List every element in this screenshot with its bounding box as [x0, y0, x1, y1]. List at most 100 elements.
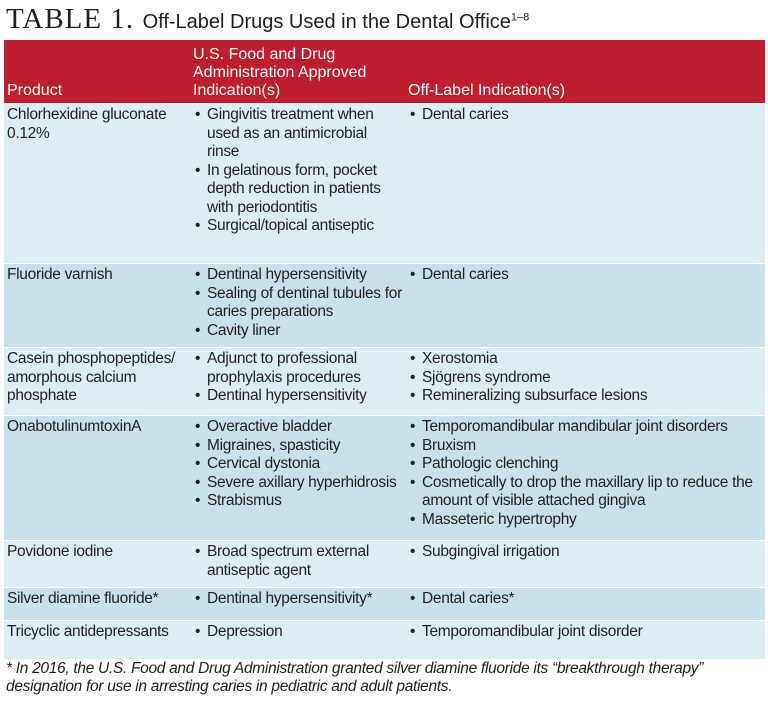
- item-text: Temporomandibular joint disorder: [422, 623, 643, 640]
- list-item: • Overactive bladder: [193, 418, 402, 437]
- product-cell: Chlorhexidine gluconate 0.12%: [4, 103, 190, 264]
- list-item: • Dentinal hypersensitivity: [193, 266, 402, 285]
- list-item: • Dental caries: [408, 106, 762, 125]
- list-item: • Gingivitis treatment when used as an an…: [193, 106, 402, 162]
- bullet-icon: •: [195, 266, 201, 283]
- bullet-icon: •: [410, 106, 416, 123]
- bullet-icon: •: [195, 473, 201, 491]
- item-text: Remineralizing subsurface lesions: [422, 387, 648, 404]
- bullet-icon: •: [195, 492, 201, 509]
- table-title: TABLE 1. Off-Label Drugs Used in the Den…: [6, 3, 529, 36]
- list-item: • Surgical/topical antiseptic: [193, 217, 402, 236]
- product-cell: Tricyclic antidepressants: [4, 620, 190, 659]
- list-item: • In gelatinous form, pocket depth reduct…: [193, 162, 402, 218]
- item-text: Temporomandibular mandibular joint disor…: [422, 418, 728, 435]
- bullet-icon: •: [195, 106, 201, 123]
- offlabel-cell: • Dental caries: [405, 103, 765, 264]
- item-text: Surgical/topical antiseptic: [207, 217, 374, 234]
- bullet-icon: •: [410, 455, 416, 472]
- bullet-icon: •: [410, 418, 416, 435]
- offlabel-cell: • Dental caries: [405, 263, 765, 348]
- item-text: Gingivitis treatment when used as an ant…: [207, 106, 374, 160]
- table-row: Casein phosphopeptides/ amorphous calciu…: [4, 347, 765, 416]
- caption-text: Off-Label Drugs Used in the Dental Offic…: [142, 11, 511, 33]
- item-text: Dental caries: [422, 106, 509, 123]
- item-text: Pathologic clenching: [422, 455, 559, 472]
- item-text: Dental caries*: [422, 590, 515, 607]
- approved-cell: • Dentinal hypersensitivity*: [190, 587, 405, 621]
- bullet-icon: •: [410, 473, 416, 491]
- product-cell: Fluoride varnish: [4, 263, 190, 348]
- item-text: Strabismus: [207, 492, 282, 509]
- list-item: • Sjögrens syndrome: [408, 369, 762, 388]
- list-item: • Dental caries*: [408, 590, 762, 609]
- product-cell: Silver diamine fluoride*: [4, 587, 190, 621]
- list-item: • Depression: [193, 623, 402, 642]
- item-text: Broad spectrum external antiseptic agent: [207, 543, 369, 579]
- product-cell: Casein phosphopeptides/ amorphous calciu…: [4, 347, 190, 416]
- item-text: Sealing of dentinal tubules for caries p…: [207, 284, 402, 321]
- table-row: Povidone iodine • Broad spectrum external …: [4, 540, 765, 588]
- item-text: Cosmetically to drop the maxillary lip t…: [422, 473, 753, 510]
- table-row: Tricyclic antidepressants • Depression • Tem…: [4, 620, 765, 659]
- bullet-icon: •: [195, 590, 201, 607]
- item-text: Severe axillary hyperhidrosis: [207, 473, 397, 491]
- list-item: • Bruxism: [408, 437, 762, 456]
- header-approved: U.S. Food and Drug Administration Approv…: [190, 40, 405, 104]
- item-text: Bruxism: [422, 436, 476, 454]
- list-item: • Remineralizing subsurface lesions: [408, 387, 762, 406]
- item-text: Dentinal hypersensitivity: [207, 266, 367, 283]
- bullet-icon: •: [195, 387, 201, 404]
- item-text: Masseteric hypertrophy: [422, 510, 577, 528]
- bullet-icon: •: [195, 350, 201, 367]
- bullet-icon: •: [410, 368, 416, 386]
- list-item: • Dental caries: [408, 266, 762, 285]
- bullet-icon: •: [410, 436, 416, 454]
- bullet-icon: •: [195, 161, 201, 179]
- table-number: TABLE 1.: [6, 3, 135, 35]
- item-text: Cavity liner: [207, 321, 281, 339]
- bullet-icon: •: [410, 623, 416, 640]
- table-row: Silver diamine fluoride* • Dentinal hypers…: [4, 587, 765, 621]
- offlabel-cell: • Temporomandibular mandibular joint diso…: [405, 415, 765, 541]
- list-item: • Dentinal hypersensitivity*: [193, 590, 402, 609]
- footnote: * In 2016, the U.S. Food and Drug Admini…: [6, 660, 704, 695]
- list-item: • Pathologic clenching: [408, 455, 762, 474]
- bullet-icon: •: [195, 418, 201, 435]
- list-item: • Temporomandibular joint disorder: [408, 623, 762, 642]
- item-text: Depression: [207, 623, 283, 640]
- bullet-icon: •: [195, 436, 201, 454]
- header-product: Product: [4, 40, 190, 104]
- bullet-icon: •: [195, 284, 201, 302]
- bullet-icon: •: [410, 266, 416, 283]
- bullet-icon: •: [195, 623, 201, 640]
- item-text: Dental caries: [422, 266, 509, 283]
- item-text: Overactive bladder: [207, 418, 332, 435]
- caption-references: 1–8: [510, 11, 530, 24]
- item-text: Subgingival irrigation: [422, 543, 560, 560]
- item-text: Sjögrens syndrome: [422, 368, 551, 386]
- bullet-icon: •: [410, 510, 416, 528]
- header-offlabel: Off-Label Indication(s): [405, 40, 765, 104]
- bullet-icon: •: [410, 590, 416, 607]
- bullet-icon: •: [195, 217, 201, 234]
- item-text: Dentinal hypersensitivity: [207, 387, 367, 404]
- bullet-icon: •: [410, 350, 416, 367]
- list-item: • Strabismus: [193, 492, 402, 511]
- bullet-icon: •: [195, 321, 201, 339]
- product-cell: OnabotulinumtoxinA: [4, 415, 190, 541]
- list-item: • Broad spectrum external antiseptic agen…: [193, 543, 402, 580]
- list-item: • Masseteric hypertrophy: [408, 511, 762, 530]
- item-text: Dentinal hypersensitivity*: [207, 590, 373, 607]
- approved-cell: • Adjunct to professional prophylaxis pro…: [190, 347, 405, 416]
- approved-cell: • Depression: [190, 620, 405, 659]
- item-text: Migraines, spasticity: [207, 436, 341, 454]
- offlabel-cell: • Subgingival irrigation: [405, 540, 765, 588]
- product-cell: Povidone iodine: [4, 540, 190, 588]
- list-item: • Cervical dystonia: [193, 455, 402, 474]
- header-row: Product U.S. Food and Drug Administratio…: [4, 40, 765, 104]
- approved-cell: • Broad spectrum external antiseptic agen…: [190, 540, 405, 588]
- approved-cell: • Dentinal hypersensitivity • Sealing of de…: [190, 263, 405, 348]
- list-item: • Cosmetically to drop the maxillary lip …: [408, 474, 762, 511]
- bullet-icon: •: [410, 387, 416, 404]
